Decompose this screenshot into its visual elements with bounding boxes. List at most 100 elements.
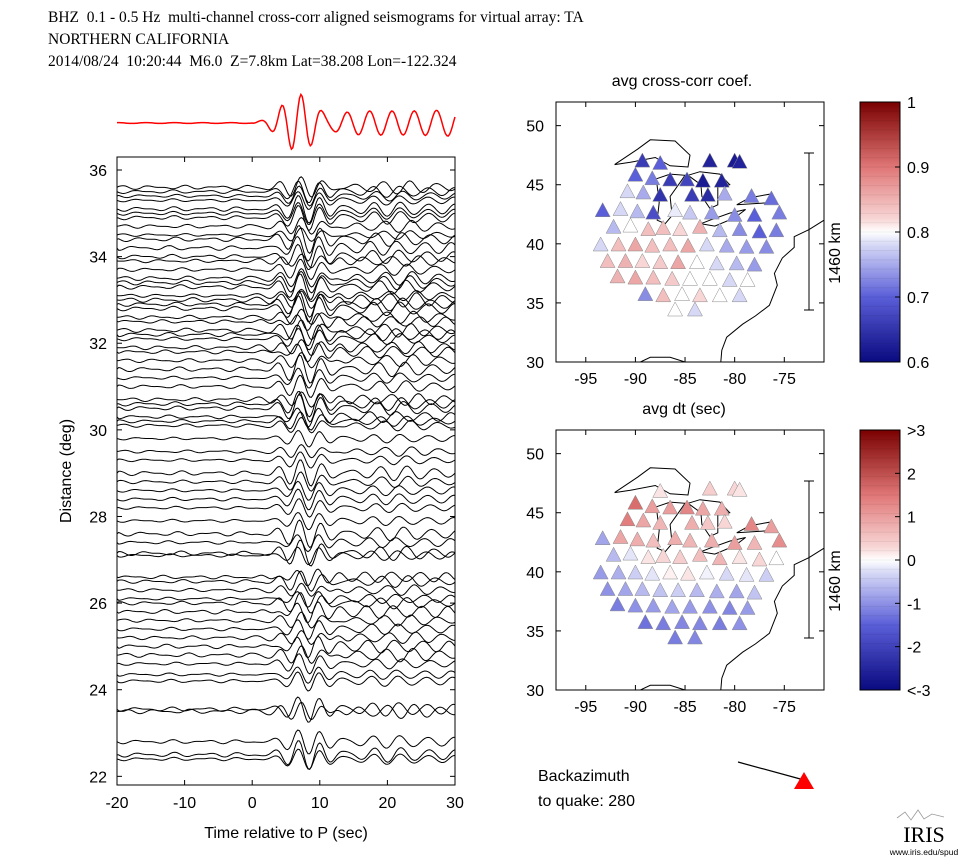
seismogram-trace — [116, 635, 456, 659]
cross-corr-map-title: avg cross-corr coef. — [612, 73, 752, 90]
station-marker — [670, 254, 687, 269]
seismogram-y-ticks: 22 24 26 28 30 32 34 36 — [89, 163, 455, 786]
y-tick-label: 36 — [89, 163, 107, 180]
station-marker — [644, 237, 661, 253]
station-marker — [662, 171, 679, 187]
station-marker — [637, 286, 654, 301]
colorbar-tick-label: 0.7 — [907, 290, 929, 307]
station-marker — [627, 269, 644, 285]
colorbar-tick-label: 0 — [907, 553, 916, 570]
seismogram-trace — [116, 601, 456, 624]
cross-corr-map-ticks: -95 -90 -85 -80 -75 30 35 40 45 50 — [526, 102, 824, 388]
colorbar-tick-label: <-3 — [907, 683, 931, 700]
map-x-tick-label: -90 — [624, 371, 647, 388]
station-marker — [689, 582, 705, 597]
dt-colorbar-ticks: >3 2 1 0 -1 -2 <-3 — [860, 423, 931, 700]
station-marker — [739, 271, 756, 287]
map-x-tick-label: -80 — [723, 371, 746, 388]
station-marker — [718, 565, 735, 581]
station-marker — [594, 202, 611, 217]
station-marker — [627, 236, 644, 252]
station-marker — [634, 152, 651, 168]
iris-logo-url: www.iris.edu/spud — [889, 847, 959, 857]
seismogram-trace — [116, 411, 456, 431]
seismogram-trace — [116, 653, 456, 675]
seismogram-trace — [116, 243, 456, 271]
seismogram-trace — [116, 319, 456, 341]
x-tick-label: -10 — [173, 795, 196, 812]
coastline — [614, 467, 691, 496]
station-marker — [703, 204, 720, 220]
figure-title-line1: BHZ 0.1 - 0.5 Hz multi-channel cross-cor… — [48, 9, 584, 26]
colorbar-tick-label: 1 — [907, 95, 916, 112]
y-tick-label: 24 — [89, 683, 107, 700]
seismogram-trace — [116, 324, 456, 347]
station-marker — [592, 236, 609, 252]
seismogram-trace — [116, 270, 456, 294]
seismogram-trace — [116, 519, 456, 549]
station-marker — [751, 223, 768, 239]
seismogram-trace — [116, 701, 456, 721]
station-marker — [655, 287, 672, 303]
cross-corr-scale-bar: 1460 km — [804, 152, 844, 311]
station-marker — [731, 615, 748, 631]
seismogram-trace — [116, 671, 456, 692]
station-marker — [645, 532, 662, 548]
station-marker — [652, 154, 669, 170]
map-x-tick-label: -85 — [673, 371, 696, 388]
map-x-tick-label: -80 — [723, 699, 746, 716]
stacked-trace — [117, 92, 456, 151]
station-marker — [655, 615, 672, 631]
x-tick-label: 30 — [446, 795, 464, 812]
station-marker — [610, 564, 627, 580]
station-marker — [694, 500, 711, 516]
station-marker — [617, 581, 634, 596]
station-marker — [680, 565, 696, 581]
station-marker — [758, 566, 775, 582]
station-marker — [640, 221, 657, 236]
seismogram-trace — [116, 258, 456, 281]
station-marker — [645, 597, 662, 613]
station-marker — [664, 270, 681, 286]
seismogram-trace — [116, 191, 455, 210]
station-marker — [694, 172, 711, 188]
seismogram-trace — [116, 253, 456, 269]
seismogram-trace — [116, 582, 456, 597]
station-marker — [612, 529, 629, 544]
seismogram-trace — [116, 367, 456, 389]
coastline — [700, 209, 746, 227]
seismogram-trace — [116, 444, 456, 459]
station-marker — [662, 499, 679, 515]
x-tick-label: 20 — [379, 795, 397, 812]
station-marker — [716, 513, 733, 529]
station-marker — [682, 532, 698, 548]
station-marker — [768, 550, 785, 566]
cross-corr-colorbar-ticks: 1 0.9 0.8 0.7 0.6 — [860, 95, 929, 372]
station-marker — [652, 514, 669, 530]
map-x-tick-label: -85 — [673, 699, 696, 716]
station-marker — [713, 500, 730, 516]
station-marker — [711, 615, 728, 631]
station-marker — [699, 186, 716, 202]
station-marker — [672, 221, 688, 236]
map-y-tick-label: 50 — [526, 447, 544, 464]
station-marker — [682, 270, 698, 286]
cross-corr-colorbar — [859, 101, 901, 363]
coastline — [687, 171, 731, 210]
seismogram-trace — [116, 611, 456, 629]
station-marker — [698, 564, 715, 580]
seismogram-trace — [116, 619, 456, 640]
seismogram-trace — [116, 195, 456, 224]
seismogram-panel: -20 -10 0 10 20 30 22 24 26 28 30 32 34 36 Time rela… — [58, 92, 464, 842]
station-marker — [605, 546, 622, 562]
cross-corr-map-panel: avg cross-corr coef. -95 -90 -85 -80 -75 30 35… — [526, 73, 929, 388]
y-tick-label: 32 — [89, 336, 107, 353]
colorbar-tick-label: 0.6 — [907, 355, 929, 372]
seismogram-trace — [116, 180, 456, 204]
station-marker — [680, 237, 696, 253]
station-marker — [619, 511, 636, 527]
colorbar-tick-label: 0.8 — [907, 225, 929, 242]
station-marker — [731, 287, 748, 303]
station-marker — [664, 598, 681, 614]
seismogram-trace — [116, 374, 456, 398]
